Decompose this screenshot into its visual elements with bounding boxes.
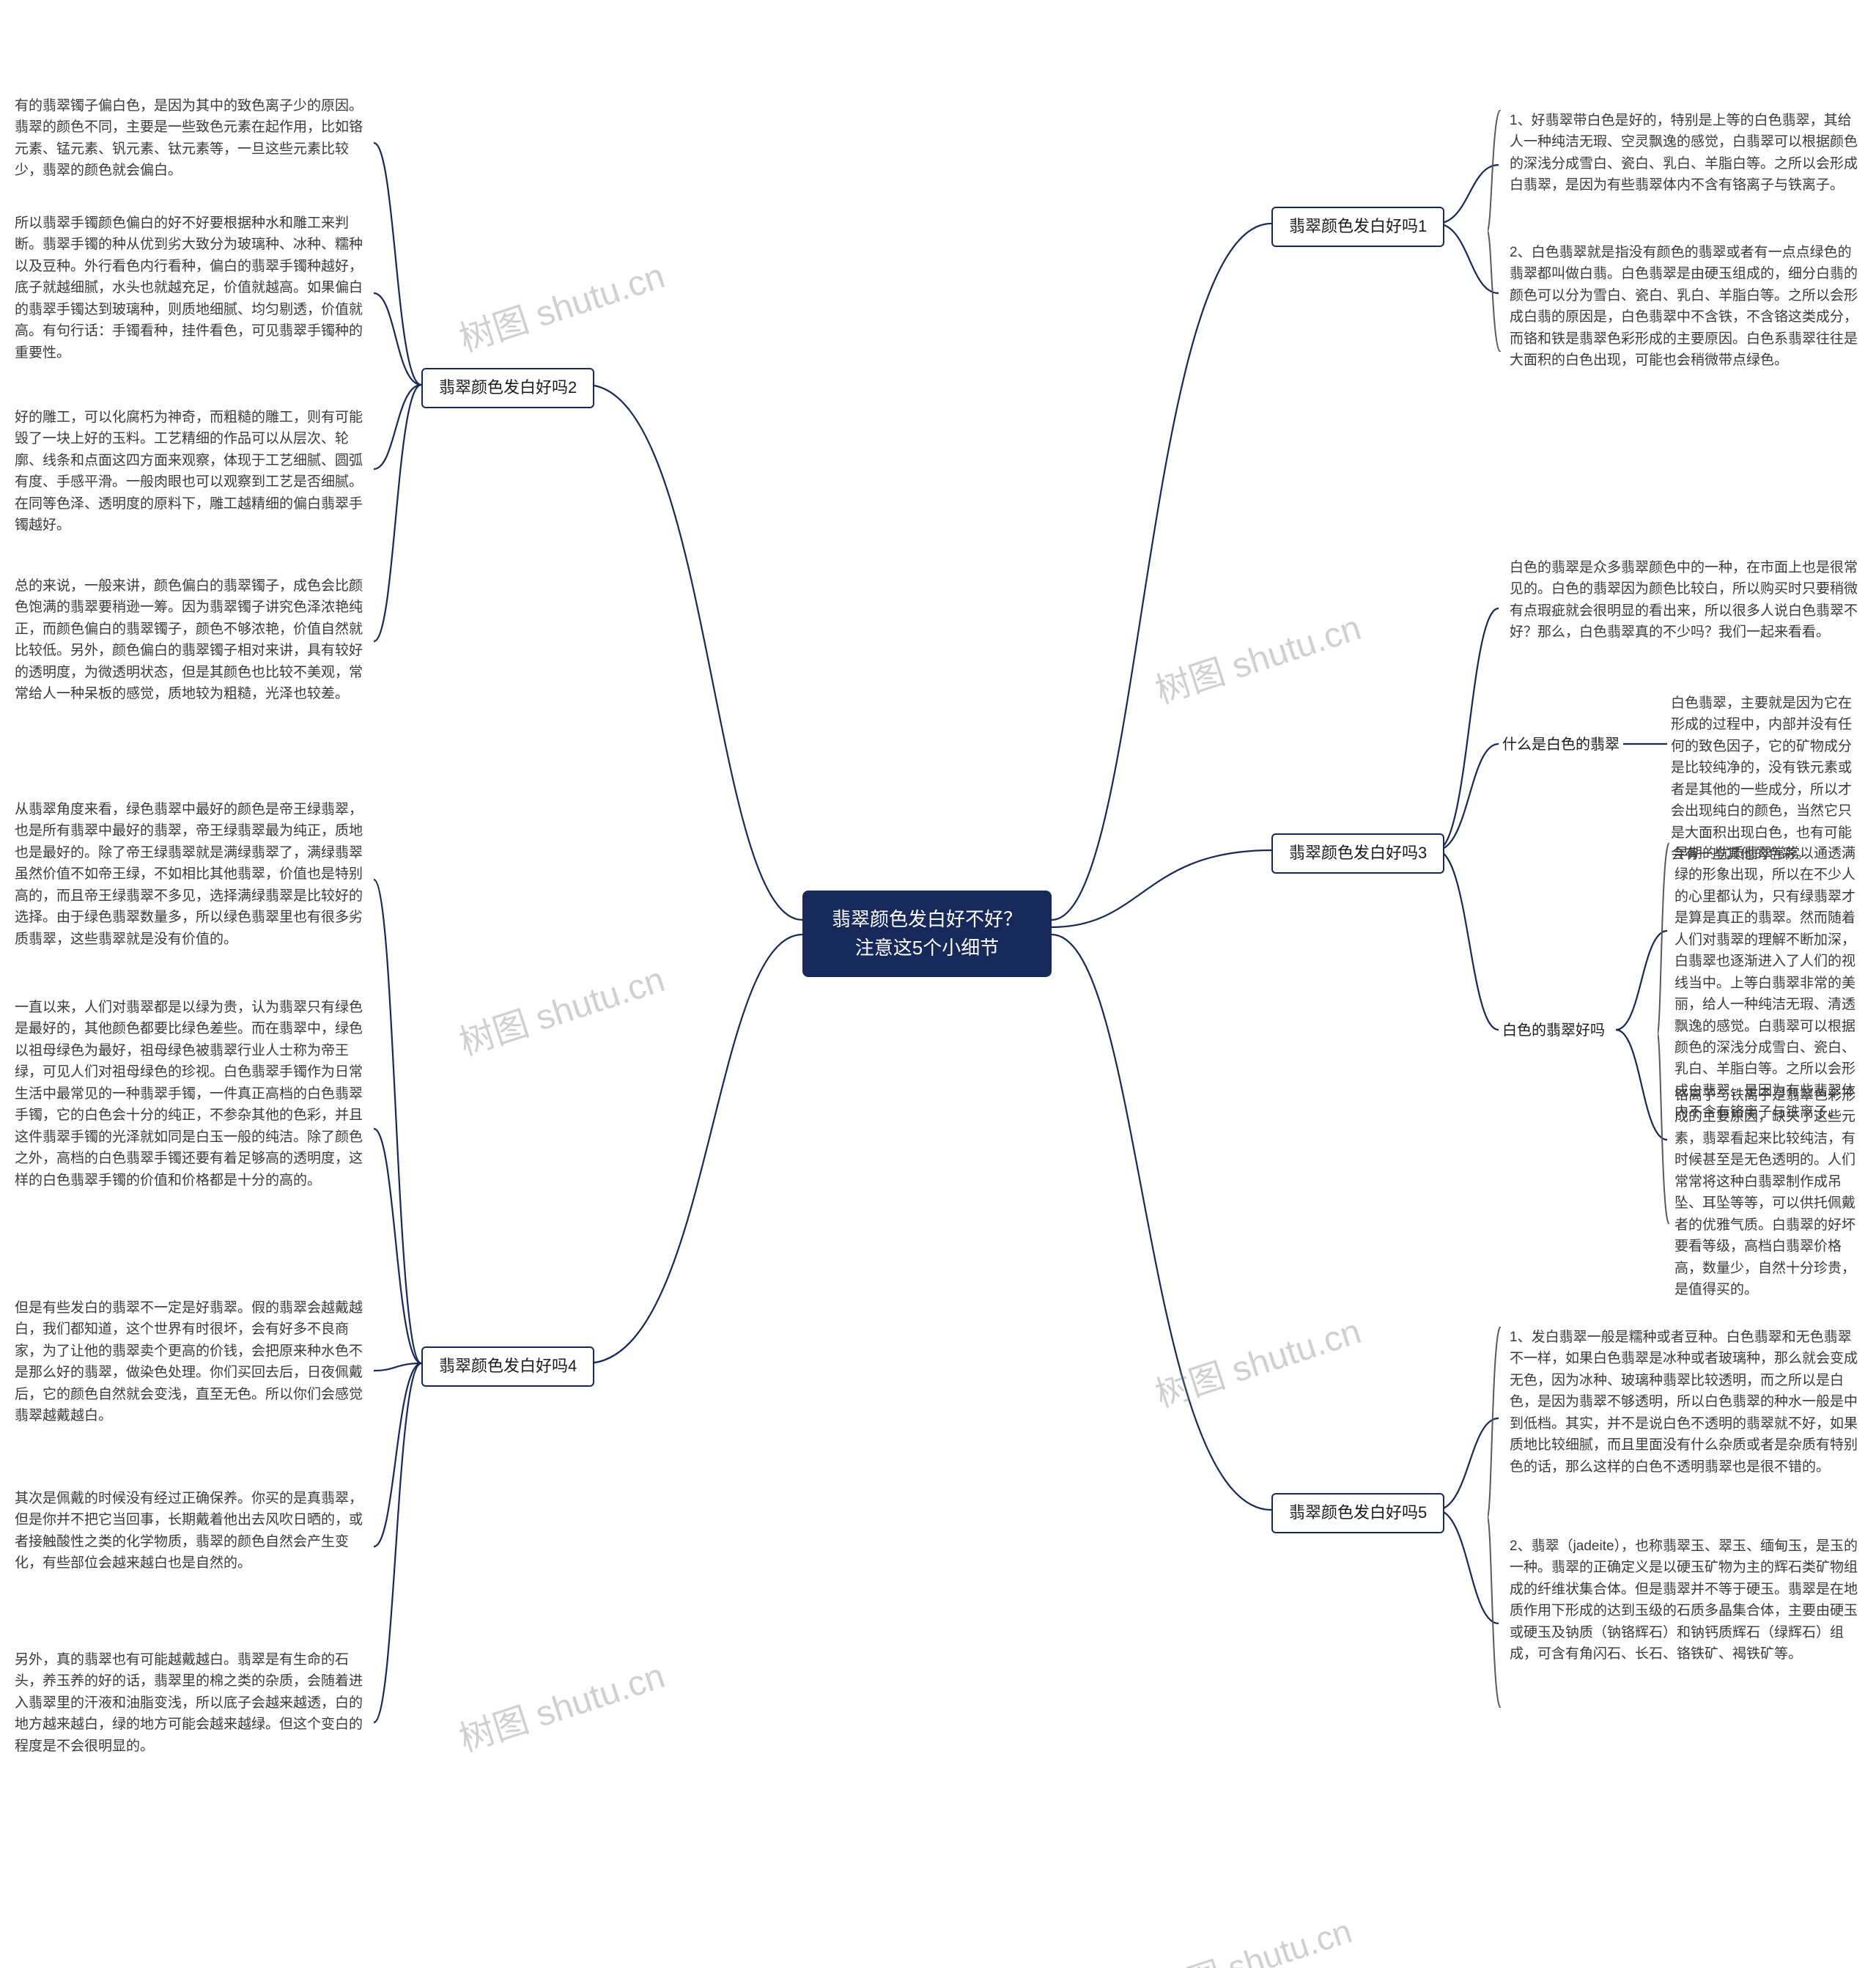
leaf-l4-3: 但是有些发白的翡翠不一定是好翡翠。假的翡翠会越戴越白，我们都知道，这个世界有时很…: [15, 1297, 366, 1427]
watermark: 树图 shutu.cn: [1148, 599, 1366, 713]
leaf-l2-2: 所以翡翠手镯颜色偏白的好不好要根据种水和雕工来判断。翡翠手镯的种从优到劣大致分为…: [15, 213, 366, 364]
watermark: 树图 shutu.cn: [451, 1647, 670, 1761]
mindmap-canvas: 树图 shutu.cn 树图 shutu.cn 树图 shutu.cn 树图 s…: [0, 0, 1876, 1968]
leaf-l2-1: 有的翡翠镯子偏白色，是因为其中的致色离子少的原因。翡翠的颜色不同，主要是一些致色…: [15, 95, 366, 182]
sub-r3-2[interactable]: 白色的翡翠好吗: [1502, 1020, 1605, 1041]
watermark: 树图 shutu.cn: [1148, 1905, 1357, 1968]
leaf-l2-3: 好的雕工，可以化腐朽为神奇，而粗糙的雕工，则有可能毁了一块上好的玉料。工艺精细的…: [15, 407, 366, 537]
branch-right-3[interactable]: 翡翠颜色发白好吗3: [1271, 833, 1444, 874]
leaf-l4-2: 一直以来，人们对翡翠都是以绿为贵，认为翡翠只有绿色是最好的，其他颜色都要比绿色差…: [15, 997, 366, 1191]
watermark: 树图 shutu.cn: [451, 247, 670, 361]
center-node[interactable]: 翡翠颜色发白好不好？注意这5个小细节: [802, 891, 1052, 977]
leaf-r3-intro: 白色的翡翠是众多翡翠颜色中的一种，在市面上也是很常见的。白色的翡翠因为颜色比较白…: [1510, 557, 1861, 644]
brace-right-5: [1488, 1327, 1505, 1708]
leaf-r5-1: 1、发白翡翠一般是糯种或者豆种。白色翡翠和无色翡翠不一样，如果白色翡翠是冰种或者…: [1510, 1327, 1861, 1478]
leaf-l2-4: 总的来说，一般来讲，颜色偏白的翡翠镯子，成色会比颜色饱满的翡翠要稍逊一筹。因为翡…: [15, 575, 366, 705]
leaf-l4-4: 其次是佩戴的时候没有经过正确保养。你买的是真翡翠，但是你并不把它当回事，长期戴着…: [15, 1488, 366, 1574]
leaf-r1-1: 1、好翡翠带白色是好的，特别是上等的白色翡翠，其给人一种纯洁无瑕、空灵飘逸的感觉…: [1510, 110, 1861, 196]
branch-right-1[interactable]: 翡翠颜色发白好吗1: [1271, 207, 1444, 247]
sub-r3-1[interactable]: 什么是白色的翡翠: [1502, 734, 1620, 755]
leaf-l4-1: 从翡翠角度来看，绿色翡翠中最好的颜色是帝王绿翡翠，也是所有翡翠中最好的翡翠，帝王…: [15, 799, 366, 950]
leaf-r5-2: 2、翡翠（jadeite），也称翡翠玉、翠玉、缅甸玉，是玉的一种。翡翠的正确定义…: [1510, 1536, 1861, 1665]
leaf-r1-2: 2、白色翡翠就是指没有颜色的翡翠或者有一点点绿色的翡翠都叫做白翡。白色翡翠是由硬…: [1510, 242, 1861, 372]
watermark: 树图 shutu.cn: [451, 951, 670, 1065]
leaf-r3-s2-2: 铬离子与铁离子是翡翠色彩形成的主要原因，缺失了这些元素，翡翠看起来比较纯洁，有时…: [1674, 1085, 1865, 1300]
brace-r3-2: [1658, 843, 1674, 1224]
leaf-r3-s2-1: 早期的优质翡翠常常以通透满绿的形象出现，所以在不少人的心里都认为，只有绿翡翠才是…: [1674, 843, 1865, 1124]
leaf-r3-s1-1: 白色翡翠，主要就是因为它在形成的过程中，内部并没有任何的致色因子，它的矿物成分是…: [1671, 693, 1861, 866]
leaf-l4-5: 另外，真的翡翠也有可能越戴越白。翡翠是有生命的石头，养玉养的好的话，翡翠里的棉之…: [15, 1649, 366, 1757]
brace-right-1: [1488, 110, 1505, 352]
branch-left-4[interactable]: 翡翠颜色发白好吗4: [421, 1346, 594, 1387]
branch-right-5[interactable]: 翡翠颜色发白好吗5: [1271, 1493, 1444, 1533]
branch-left-2[interactable]: 翡翠颜色发白好吗2: [421, 368, 594, 408]
watermark: 树图 shutu.cn: [1148, 1302, 1366, 1417]
